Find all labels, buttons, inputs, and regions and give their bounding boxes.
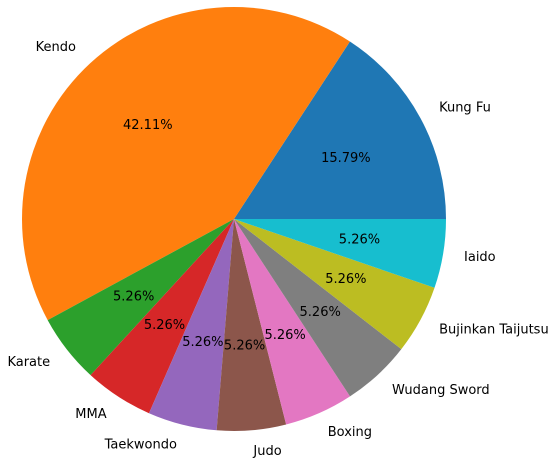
pie-slice [234,219,351,425]
pie-slice [47,219,235,376]
pie-slice [234,219,435,350]
percent-label: 5.26% [182,335,223,350]
percent-label: 5.26% [144,318,185,333]
percent-label: 42.11% [123,118,173,133]
slice-label: Taekwondo [104,438,177,453]
percent-label: 5.26% [113,290,154,305]
slice-label: Kendo [36,40,76,55]
percent-label: 5.26% [339,232,380,247]
slice-label: Boxing [328,425,372,440]
slice-label: MMA [75,407,106,422]
percent-label: 5.26% [224,338,265,353]
pie-slice [22,6,350,321]
pie-slice [234,41,446,219]
pie-slice [234,219,402,397]
pie-slice [216,219,287,432]
pie-slice [234,219,446,288]
slice-label: Bujinkan Taijutsu [439,322,549,337]
percent-label: 5.26% [325,272,366,287]
slice-label: Judo [252,444,281,459]
slice-label: Karate [7,355,50,370]
pie-slice [90,219,234,414]
slice-label: Iaido [464,250,496,265]
percent-label: 15.79% [321,151,371,166]
pie-slice [148,219,234,431]
slice-label: Wudang Sword [392,383,490,398]
percent-label: 5.26% [300,305,341,320]
slice-label: Kung Fu [439,100,491,115]
percent-label: 5.26% [264,328,305,343]
